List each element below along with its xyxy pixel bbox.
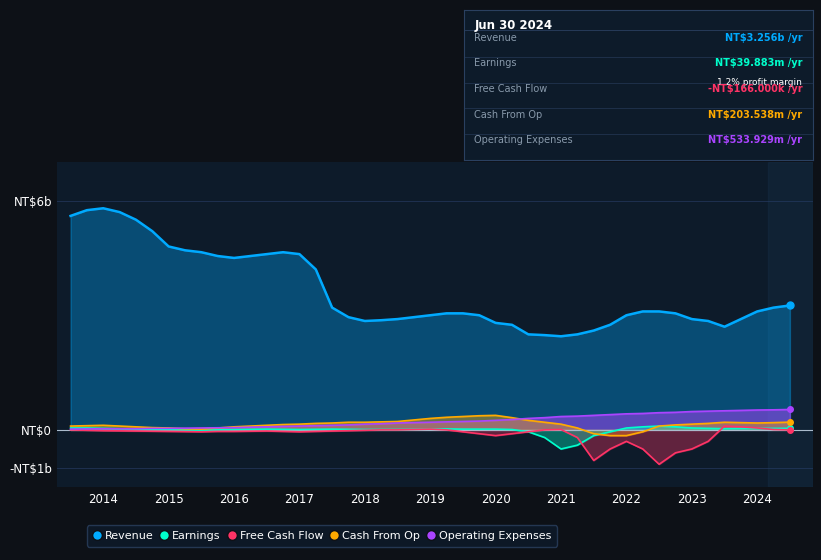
- Text: -NT$166.000k /yr: -NT$166.000k /yr: [708, 84, 802, 94]
- Text: NT$203.538m /yr: NT$203.538m /yr: [709, 110, 802, 120]
- Text: Operating Expenses: Operating Expenses: [475, 136, 573, 146]
- Text: Jun 30 2024: Jun 30 2024: [475, 18, 553, 31]
- Text: Cash From Op: Cash From Op: [475, 110, 543, 120]
- Bar: [768, 162, 813, 487]
- Text: NT$3.256b /yr: NT$3.256b /yr: [725, 33, 802, 43]
- Legend: Revenue, Earnings, Free Cash Flow, Cash From Op, Operating Expenses: Revenue, Earnings, Free Cash Flow, Cash …: [87, 525, 557, 547]
- Text: NT$39.883m /yr: NT$39.883m /yr: [715, 58, 802, 68]
- Text: NT$533.929m /yr: NT$533.929m /yr: [709, 136, 802, 146]
- Text: Earnings: Earnings: [475, 58, 517, 68]
- Text: Free Cash Flow: Free Cash Flow: [475, 84, 548, 94]
- Text: 1.2% profit margin: 1.2% profit margin: [718, 78, 802, 87]
- Text: Revenue: Revenue: [475, 33, 517, 43]
